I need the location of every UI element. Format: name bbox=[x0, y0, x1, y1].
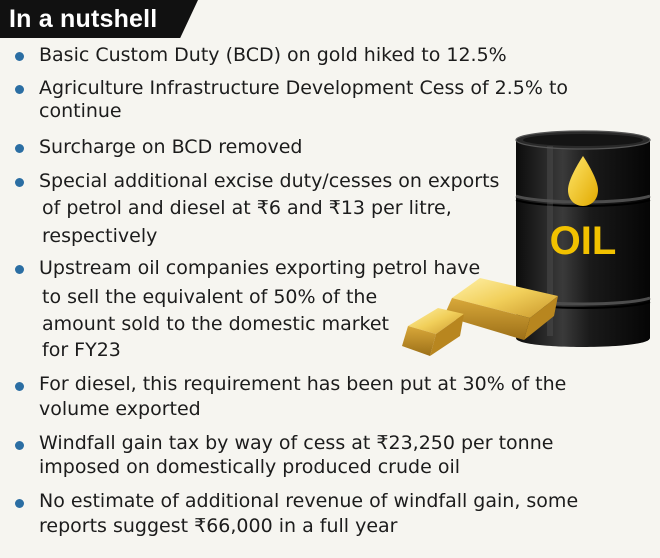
list-item-line: Basic Custom Duty (BCD) on gold hiked to… bbox=[39, 44, 507, 66]
oil-drop-icon bbox=[568, 156, 598, 206]
oil-barrel-icon: OIL bbox=[515, 130, 651, 347]
bullet-dot-icon bbox=[15, 382, 24, 391]
list-item-line: for FY23 bbox=[42, 339, 121, 361]
header-banner bbox=[0, 0, 198, 38]
list-item-line: to sell the equivalent of 50% of the bbox=[42, 286, 378, 308]
bullet-dot-icon bbox=[15, 178, 24, 187]
list-item-line: Upstream oil companies exporting petrol … bbox=[39, 257, 481, 279]
bullet-dot-icon bbox=[15, 144, 24, 153]
list-item-line: Windfall gain tax by way of cess at ₹23,… bbox=[39, 432, 554, 454]
bullet-dot-icon bbox=[15, 265, 24, 274]
illustration: OIL bbox=[402, 130, 651, 356]
header-title: In a nutshell bbox=[9, 5, 158, 33]
bullet-dot-icon bbox=[15, 52, 24, 61]
list-item-line: For diesel, this requirement has been pu… bbox=[39, 373, 567, 395]
bullet-dot-icon bbox=[15, 441, 24, 450]
list-item-line: continue bbox=[39, 100, 122, 122]
list-item-line: reports suggest ₹66,000 in a full year bbox=[39, 515, 398, 537]
oil-label: OIL bbox=[550, 219, 617, 263]
list-item-line: volume exported bbox=[39, 398, 201, 420]
list-item-line: amount sold to the domestic market bbox=[42, 313, 390, 335]
gold-bars-icon bbox=[402, 278, 558, 356]
list-item-line: of petrol and diesel at ₹6 and ₹13 per l… bbox=[42, 197, 452, 219]
list-item-line: Agriculture Infrastructure Development C… bbox=[39, 77, 569, 99]
list-item-line: Surcharge on BCD removed bbox=[39, 136, 303, 158]
bullet-dot-icon bbox=[15, 499, 24, 508]
list-item-line: respectively bbox=[42, 225, 158, 247]
list-item-line: Special additional excise duty/cesses on… bbox=[39, 170, 500, 192]
list-item-line: imposed on domestically produced crude o… bbox=[39, 456, 460, 478]
list-item-line: No estimate of additional revenue of win… bbox=[39, 490, 579, 512]
bullet-dot-icon bbox=[15, 85, 24, 94]
